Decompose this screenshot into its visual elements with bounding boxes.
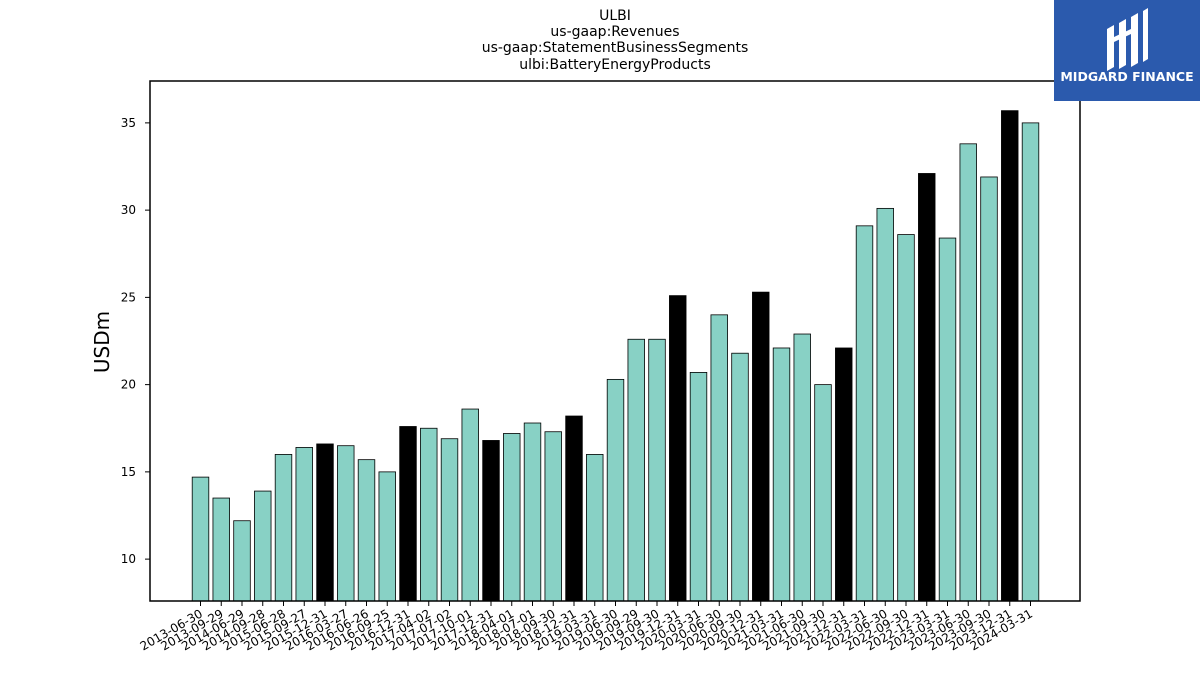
bar-2024-03-31 bbox=[1021, 122, 1040, 602]
bar-2022-09-30 bbox=[897, 234, 915, 602]
y-tick-label: 10 bbox=[121, 552, 136, 566]
bar-2022-03-31 bbox=[855, 225, 874, 602]
logo-mark-icon bbox=[1107, 8, 1148, 71]
logo-text: MIDGARD FINANCE bbox=[1060, 69, 1193, 84]
bar-2015-12-31 bbox=[316, 443, 334, 602]
title-line-3: us-gaap:StatementBusinessSegments bbox=[482, 40, 749, 56]
bar-2023-12-31 bbox=[1001, 110, 1019, 602]
bar-2017-07-02 bbox=[440, 438, 459, 602]
y-tick-label: 30 bbox=[121, 203, 136, 217]
bars-group bbox=[191, 110, 1040, 602]
y-tick-label: 20 bbox=[121, 378, 136, 392]
bar-2021-03-31 bbox=[772, 347, 791, 602]
bar-2022-12-31 bbox=[918, 173, 936, 602]
bar-2020-09-30 bbox=[731, 352, 749, 602]
bar-2023-03-31 bbox=[938, 237, 957, 602]
y-tick-label: 25 bbox=[121, 290, 136, 304]
bar-2018-04-01 bbox=[503, 433, 521, 602]
bar-2015-06-28 bbox=[274, 454, 293, 602]
bar-2014-06-29 bbox=[233, 520, 251, 602]
bar-2019-03-31 bbox=[586, 454, 604, 602]
bar-2016-03-27 bbox=[337, 445, 355, 602]
bar-2013-09-29 bbox=[212, 497, 230, 602]
bar-2018-12-31 bbox=[565, 415, 583, 602]
bar-2016-06-26 bbox=[357, 459, 376, 602]
bar-2016-12-31 bbox=[399, 426, 417, 602]
bar-2023-06-30 bbox=[959, 143, 977, 602]
y-tick-label: 35 bbox=[121, 116, 136, 130]
bar-2021-12-31 bbox=[835, 347, 853, 602]
bar-2014-09-28 bbox=[254, 490, 272, 602]
bar-2019-09-29 bbox=[627, 338, 645, 602]
bar-2017-10-01 bbox=[461, 408, 479, 602]
bar-2020-06-30 bbox=[710, 314, 728, 602]
logo: MIDGARD FINANCE bbox=[1054, 0, 1200, 101]
bar-2019-09-30 bbox=[648, 338, 666, 602]
bar-2017-04-02 bbox=[420, 427, 438, 602]
bar-2021-09-30 bbox=[814, 384, 832, 602]
chart-title: ULBI us-gaap:Revenues us-gaap:StatementB… bbox=[482, 8, 749, 73]
x-axis-ticks: 2013-06-302013-09-292014-06-292014-09-28… bbox=[138, 601, 1035, 653]
logo-background bbox=[1054, 0, 1200, 101]
bar-2018-07-01 bbox=[523, 422, 542, 602]
bar-2017-12-31 bbox=[482, 440, 500, 602]
bar-2016-09-25 bbox=[378, 471, 396, 602]
y-axis-label: USDm bbox=[90, 311, 114, 373]
bar-2019-12-31 bbox=[669, 295, 687, 602]
bar-2015-09-27 bbox=[295, 447, 313, 602]
bar-2021-06-30 bbox=[793, 333, 811, 602]
bar-2022-06-30 bbox=[876, 207, 894, 602]
title-line-4: ulbi:BatteryEnergyProducts bbox=[519, 57, 711, 73]
y-tick-label: 15 bbox=[121, 465, 136, 479]
bar-2013-06-30 bbox=[191, 476, 210, 602]
bar-2018-09-30 bbox=[544, 431, 562, 602]
title-line-1: ULBI bbox=[599, 8, 631, 24]
bar-2020-12-31 bbox=[752, 291, 770, 602]
plot-frame bbox=[149, 80, 1081, 602]
y-axis-ticks: 10 15 20 25 30 35 bbox=[121, 116, 150, 566]
title-line-2: us-gaap:Revenues bbox=[550, 24, 679, 40]
bar-2019-06-30 bbox=[606, 378, 625, 602]
bar-2020-03-31 bbox=[689, 372, 708, 602]
bar-2023-09-30 bbox=[980, 176, 998, 602]
